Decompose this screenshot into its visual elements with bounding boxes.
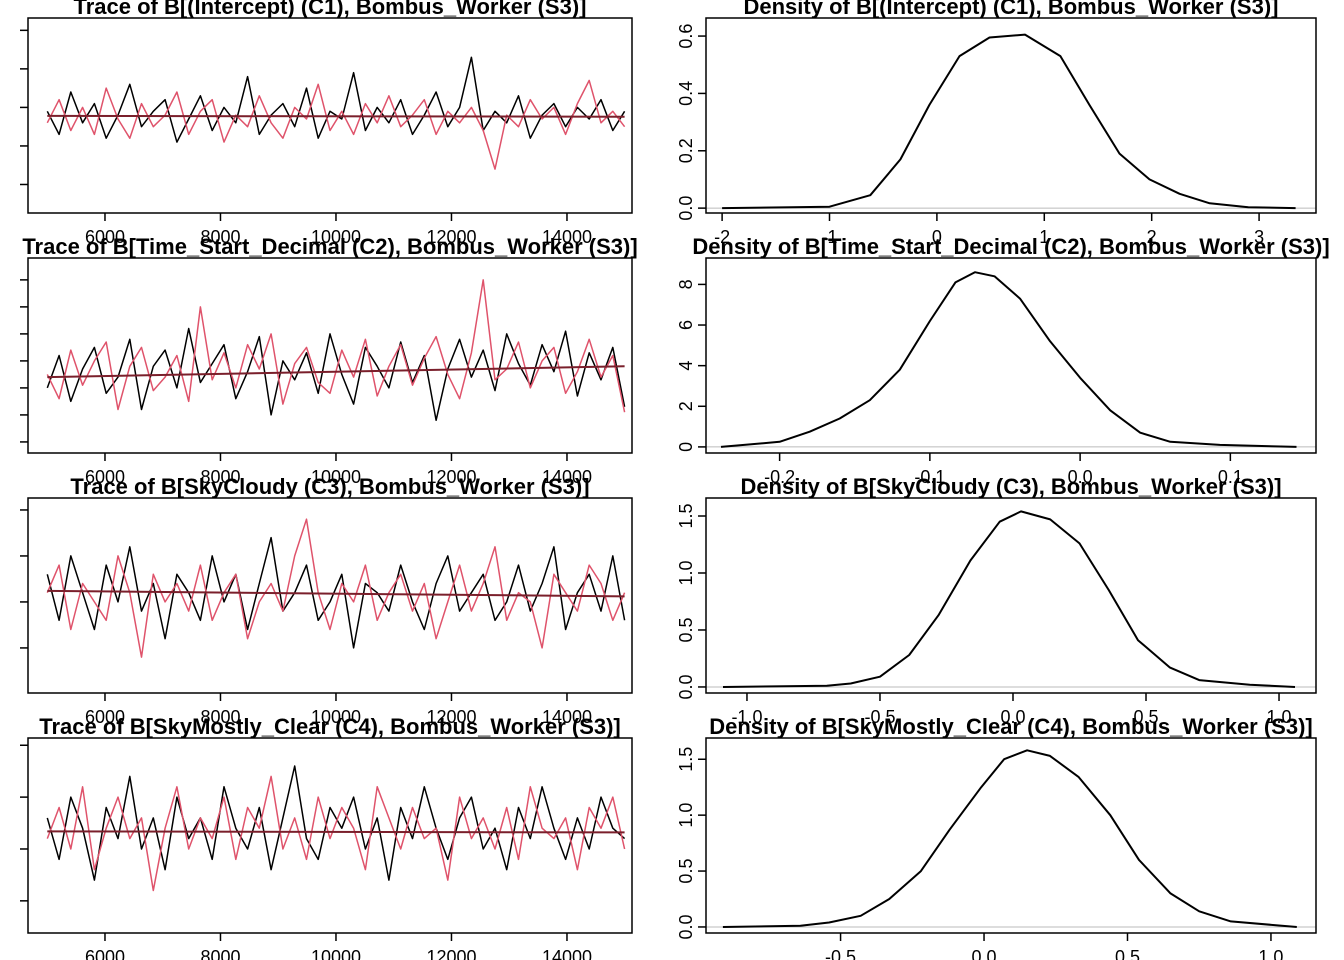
y-tick-label: 0 (676, 442, 696, 452)
x-tick-label: 1.0 (1258, 947, 1283, 960)
trace-line (46, 56, 626, 143)
trace-line (46, 279, 626, 413)
plot-box (705, 257, 1317, 454)
x-tick-label: 8000 (200, 467, 240, 487)
panel-title: Density of B[SkyCloudy (C3), Bombus_Work… (740, 474, 1281, 499)
x-tick-label: 12000 (426, 947, 476, 960)
x-tick-label: 0.0 (972, 947, 997, 960)
smooth-line (47, 114, 625, 118)
trace-line (46, 775, 626, 892)
x-tick-label: 1.0 (1267, 707, 1292, 727)
x-tick-label: 12000 (426, 227, 476, 247)
x-tick-label: -0.1 (914, 467, 945, 487)
x-tick-label: 14000 (542, 707, 592, 727)
x-tick-label: 14000 (542, 227, 592, 247)
y-tick-label: 0.4 (676, 81, 696, 106)
trace-line (46, 765, 626, 881)
panel-title: Trace of B[Time_Start_Decimal (C2), Bomb… (22, 234, 637, 259)
trace-line (46, 79, 626, 170)
x-tick-label: -0.2 (764, 467, 795, 487)
x-tick-label: 0.0 (1000, 707, 1025, 727)
x-tick-label: 6000 (85, 227, 125, 247)
y-tick-label: 1.5 (676, 503, 696, 528)
plot-box (705, 17, 1317, 214)
x-tick-label: -2 (714, 227, 730, 247)
plot-box (27, 497, 633, 694)
y-tick-label: 0.5 (676, 859, 696, 884)
density-curve (722, 749, 1297, 928)
x-tick-label: 14000 (542, 947, 592, 960)
y-tick-label: 2 (676, 401, 696, 411)
y-tick-label: 0.0 (676, 196, 696, 221)
x-tick-label: -1.0 (731, 707, 762, 727)
panel-title: Density of B[Time_Start_Decimal (C2), Bo… (692, 234, 1329, 259)
panel-title: Trace of B[(Intercept) (C1), Bombus_Work… (73, 0, 586, 19)
x-tick-label: -1 (821, 227, 837, 247)
x-tick-label: 3 (1254, 227, 1264, 247)
x-tick-label: 6000 (85, 707, 125, 727)
y-tick-label: 0.2 (676, 138, 696, 163)
y-tick-label: 0.5 (676, 617, 696, 642)
plot-box (27, 17, 633, 214)
x-tick-label: -0.5 (825, 947, 856, 960)
x-tick-label: 0 (932, 227, 942, 247)
x-tick-label: 0.5 (1133, 707, 1158, 727)
plot-box (705, 497, 1317, 694)
panel-title: Trace of B[SkyMostly_Clear (C4), Bombus_… (39, 714, 621, 739)
y-tick-label: 0.6 (676, 24, 696, 49)
x-tick-label: 12000 (426, 707, 476, 727)
x-tick-label: 6000 (85, 467, 125, 487)
trace-line (46, 536, 626, 649)
density-curve (722, 510, 1296, 688)
x-tick-label: 2 (1147, 227, 1157, 247)
x-tick-label: 10000 (311, 467, 361, 487)
x-tick-label: 0.5 (1115, 947, 1140, 960)
x-tick-label: 10000 (311, 707, 361, 727)
smooth-line (47, 589, 625, 598)
panel-title: Density of B[(Intercept) (C1), Bombus_Wo… (744, 0, 1279, 19)
x-tick-label: -0.5 (864, 707, 895, 727)
x-tick-label: 8000 (200, 707, 240, 727)
plot-box (27, 737, 633, 934)
density-curve (722, 33, 1296, 210)
x-tick-label: 12000 (426, 467, 476, 487)
density-curve (720, 271, 1297, 448)
panel-title: Density of B[SkyMostly_Clear (C4), Bombu… (709, 714, 1313, 739)
y-tick-label: 1.0 (676, 560, 696, 585)
x-tick-label: 1 (1039, 227, 1049, 247)
y-tick-label: 1.0 (676, 803, 696, 828)
x-tick-label: 8000 (200, 227, 240, 247)
x-tick-label: 0.0 (1068, 467, 1093, 487)
y-tick-label: 4 (676, 361, 696, 371)
smooth-line (47, 365, 625, 379)
smooth-line (47, 830, 625, 834)
x-tick-label: 10000 (311, 947, 361, 960)
y-tick-label: 8 (676, 279, 696, 289)
plot-box (705, 737, 1317, 934)
y-tick-label: 0.0 (676, 674, 696, 699)
trace-line (46, 327, 626, 422)
x-tick-label: 0.1 (1218, 467, 1243, 487)
x-tick-label: 14000 (542, 467, 592, 487)
x-tick-label: 8000 (200, 947, 240, 960)
x-tick-label: 10000 (311, 227, 361, 247)
x-tick-label: 6000 (85, 947, 125, 960)
y-tick-label: 0.0 (676, 914, 696, 939)
plot-box (27, 257, 633, 454)
panel-title: Trace of B[SkyCloudy (C3), Bombus_Worker… (70, 474, 589, 499)
y-tick-label: 1.5 (676, 747, 696, 772)
y-tick-label: 6 (676, 320, 696, 330)
trace-line (46, 518, 626, 658)
